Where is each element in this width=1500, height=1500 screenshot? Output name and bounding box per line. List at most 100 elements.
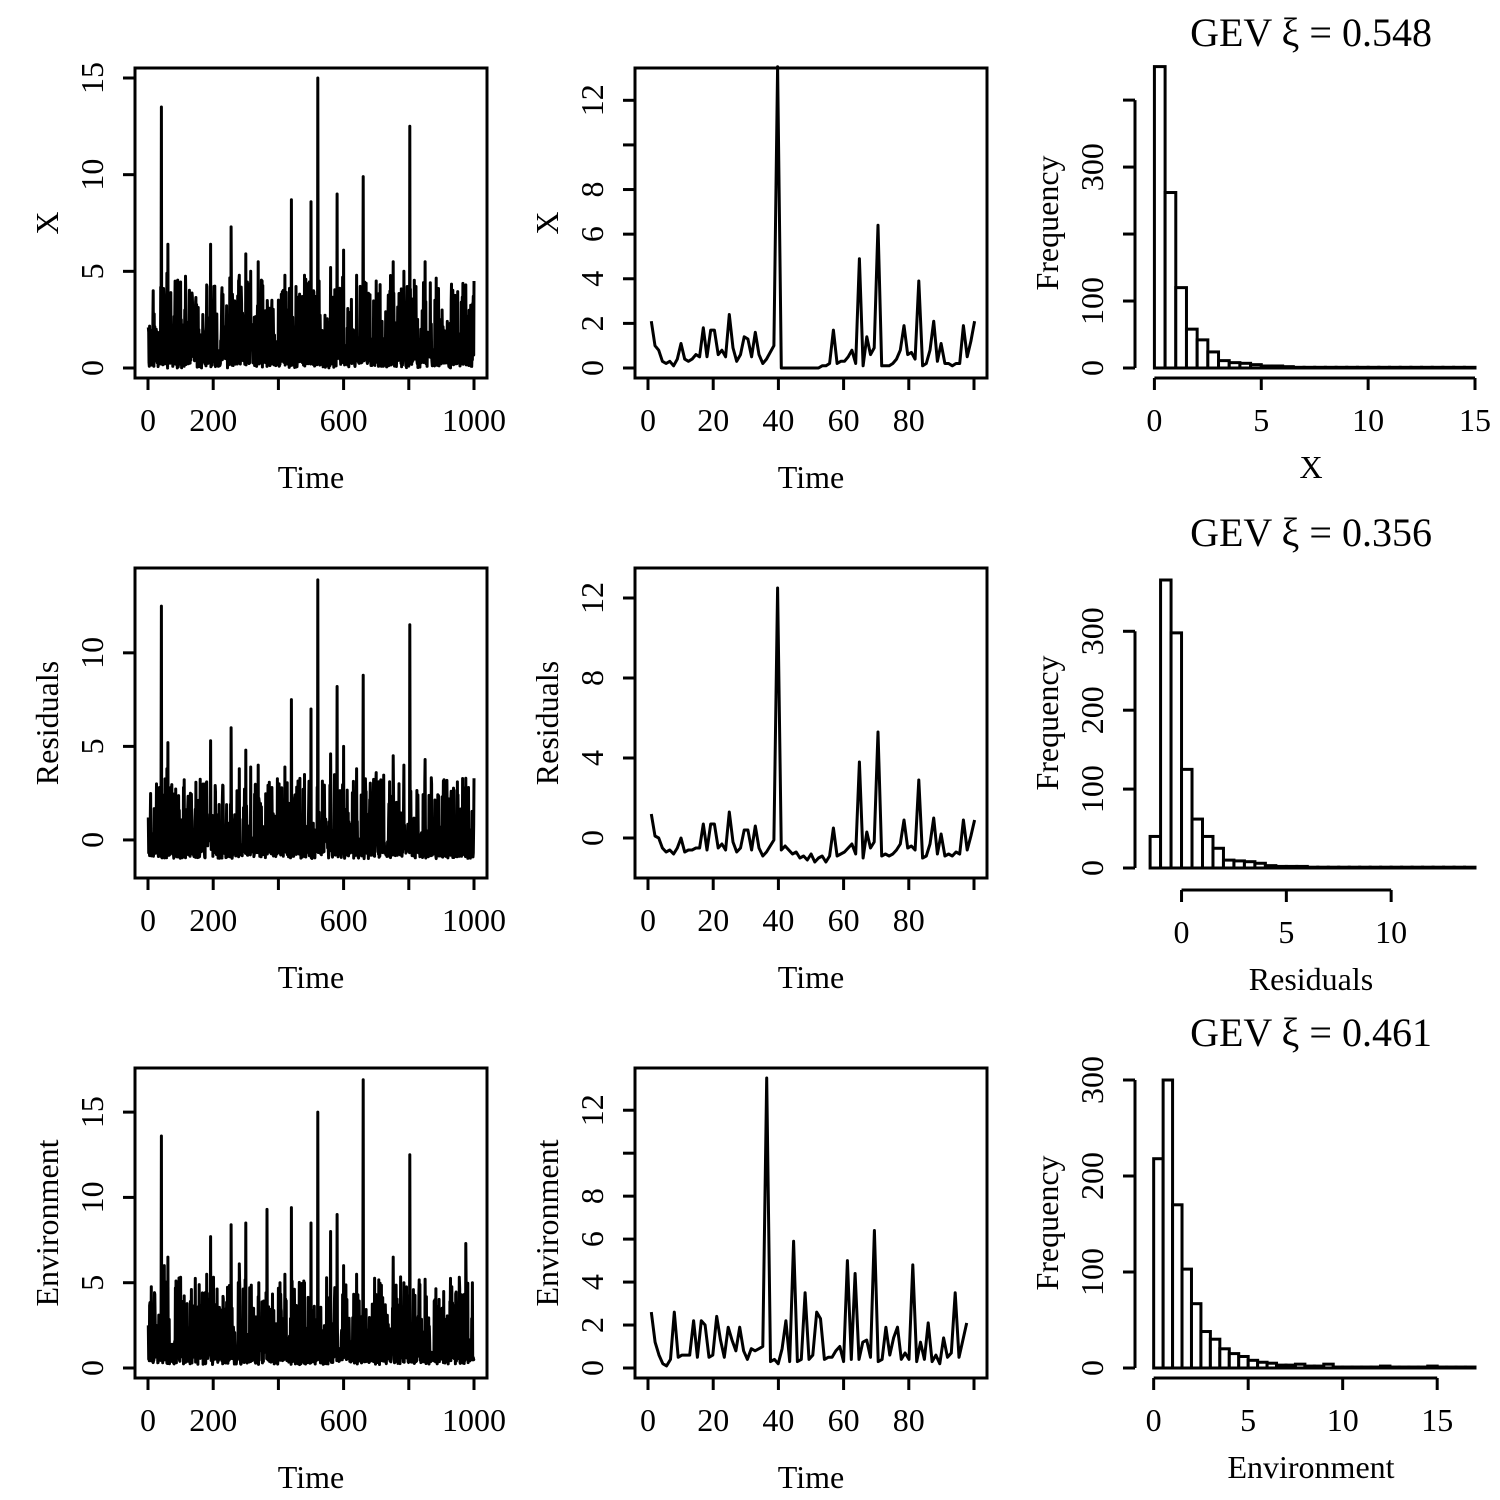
y-axis-title: Frequency: [1029, 1155, 1065, 1290]
x-tick-label: 600: [320, 402, 368, 438]
y-tick-label: 2: [574, 315, 610, 331]
hist-bar: [1442, 865, 1456, 870]
x-axis-title: Time: [278, 459, 344, 495]
hist-bar: [1326, 865, 1341, 870]
chart-title: GEV ξ = 0.548: [1190, 10, 1432, 55]
y-tick-label: 5: [74, 1275, 110, 1291]
x-axis-title: Time: [278, 1459, 344, 1495]
panel-p33: 0 5 10 15 Environment 0 100 200 300 Frequency GEV …: [1029, 1010, 1477, 1485]
hist-bar: [1242, 860, 1257, 870]
x-tick-label: 80: [893, 902, 925, 938]
x-tick-label: 10: [1375, 914, 1407, 950]
hist-bar: [1323, 365, 1338, 370]
y-tick-label: 12: [574, 84, 610, 116]
x-tick-label: 10: [1327, 1402, 1359, 1438]
x-tick-label: 60: [828, 902, 860, 938]
x-tick-label: 80: [893, 402, 925, 438]
hist-bar: [1281, 365, 1295, 370]
y-axis-title: Frequency: [1029, 655, 1065, 790]
plot-frame: [633, 1066, 989, 1380]
y-axis-title: Environment: [529, 1139, 565, 1306]
x-tick-label: 60: [828, 1402, 860, 1438]
x-axis-title: Time: [778, 959, 844, 995]
y-tick-label: 0: [74, 1360, 110, 1376]
hist-bar: [1316, 865, 1330, 870]
hist-bar: [1190, 817, 1205, 870]
y-axis-title: Residuals: [29, 661, 65, 785]
y-tick-label: 300: [1074, 607, 1110, 655]
hist-bar: [1388, 365, 1402, 370]
x-tick-label: 60: [828, 402, 860, 438]
x-tick-label: 1000: [442, 902, 506, 938]
hist-bar: [1368, 865, 1383, 870]
hist-bar: [1400, 865, 1414, 870]
hist-bar: [1232, 859, 1246, 870]
y-tick-label: 10: [74, 159, 110, 191]
x-axis-title: Time: [778, 1459, 844, 1495]
hist-bar: [1291, 365, 1306, 370]
x-axis-title: X: [1299, 449, 1322, 485]
hist-bar: [1389, 865, 1404, 870]
hist-bar: [1174, 286, 1188, 370]
x-axis-title: Environment: [1227, 1449, 1394, 1485]
y-axis-title: Frequency: [1029, 155, 1065, 290]
x-tick-label: 40: [762, 402, 794, 438]
x-tick-label: 5: [1253, 402, 1269, 438]
series-line: [146, 76, 476, 370]
hist-bar: [1398, 365, 1413, 370]
hist-bar: [1366, 365, 1381, 370]
x-tick-label: 40: [762, 902, 794, 938]
x-axis-title: Residuals: [1249, 961, 1373, 997]
y-tick-label: 0: [74, 360, 110, 376]
x-tick-label: 20: [697, 902, 729, 938]
y-tick-label: 100: [1074, 277, 1110, 325]
x-tick-label: 20: [697, 1402, 729, 1438]
x-tick-label: 0: [640, 902, 656, 938]
panel-p11: 0 200 600 1000 Time 0 5 10 15 X: [29, 62, 506, 495]
hist-bar: [1302, 365, 1317, 370]
hist-bar: [1345, 365, 1359, 370]
panel-p22: 0 20 40 60 80 Time 0 4 8 12 Residuals: [529, 566, 989, 995]
x-tick-label: 0: [1146, 1402, 1162, 1438]
series-line: [146, 578, 476, 861]
hist-bar: [1295, 864, 1309, 870]
panel-p12: 0 20 40 60 80 Time 0 2 4 6 8 12 X: [529, 65, 989, 495]
x-tick-label: 0: [1146, 402, 1162, 438]
y-tick-label: 0: [1074, 1360, 1110, 1376]
hist-bar: [1452, 865, 1467, 870]
hist-bar: [1431, 865, 1446, 870]
panel-p32: 0 20 40 60 80 Time 0 2 4 6 8 12 Environment: [529, 1066, 989, 1495]
y-tick-label: 0: [1074, 360, 1110, 376]
hist-bar: [1180, 767, 1194, 870]
hist-bar: [1159, 578, 1173, 870]
y-tick-label: 4: [574, 750, 610, 766]
y-tick-label: 6: [574, 226, 610, 242]
hist-bar: [1217, 359, 1231, 370]
hist-bar: [1463, 865, 1477, 870]
hist-bar: [1163, 191, 1178, 370]
hist-bar: [1377, 365, 1392, 370]
y-tick-label: 15: [74, 1096, 110, 1128]
panel-p31: 0 200 600 1000 Time 0 5 10 15 Environment: [29, 1066, 506, 1495]
x-tick-label: 5: [1278, 914, 1294, 950]
series-line: [649, 1076, 969, 1368]
hist-bar: [1305, 865, 1320, 870]
y-tick-label: 4: [574, 271, 610, 287]
hist-bar: [1421, 865, 1435, 870]
x-tick-label: 40: [762, 1402, 794, 1438]
y-tick-label: 15: [74, 62, 110, 94]
x-tick-label: 15: [1459, 402, 1491, 438]
hist-bar: [1379, 865, 1393, 870]
hist-bar: [1270, 364, 1285, 370]
x-tick-label: 1000: [442, 1402, 506, 1438]
hist-bar: [1249, 363, 1263, 370]
hist-bar: [1313, 365, 1327, 370]
y-tick-label: 8: [574, 1188, 610, 1204]
x-tick-label: 5: [1240, 1402, 1256, 1438]
y-tick-label: 5: [74, 263, 110, 279]
x-tick-label: 0: [640, 402, 656, 438]
y-tick-label: 0: [1074, 860, 1110, 876]
hist-bar: [1347, 865, 1362, 870]
